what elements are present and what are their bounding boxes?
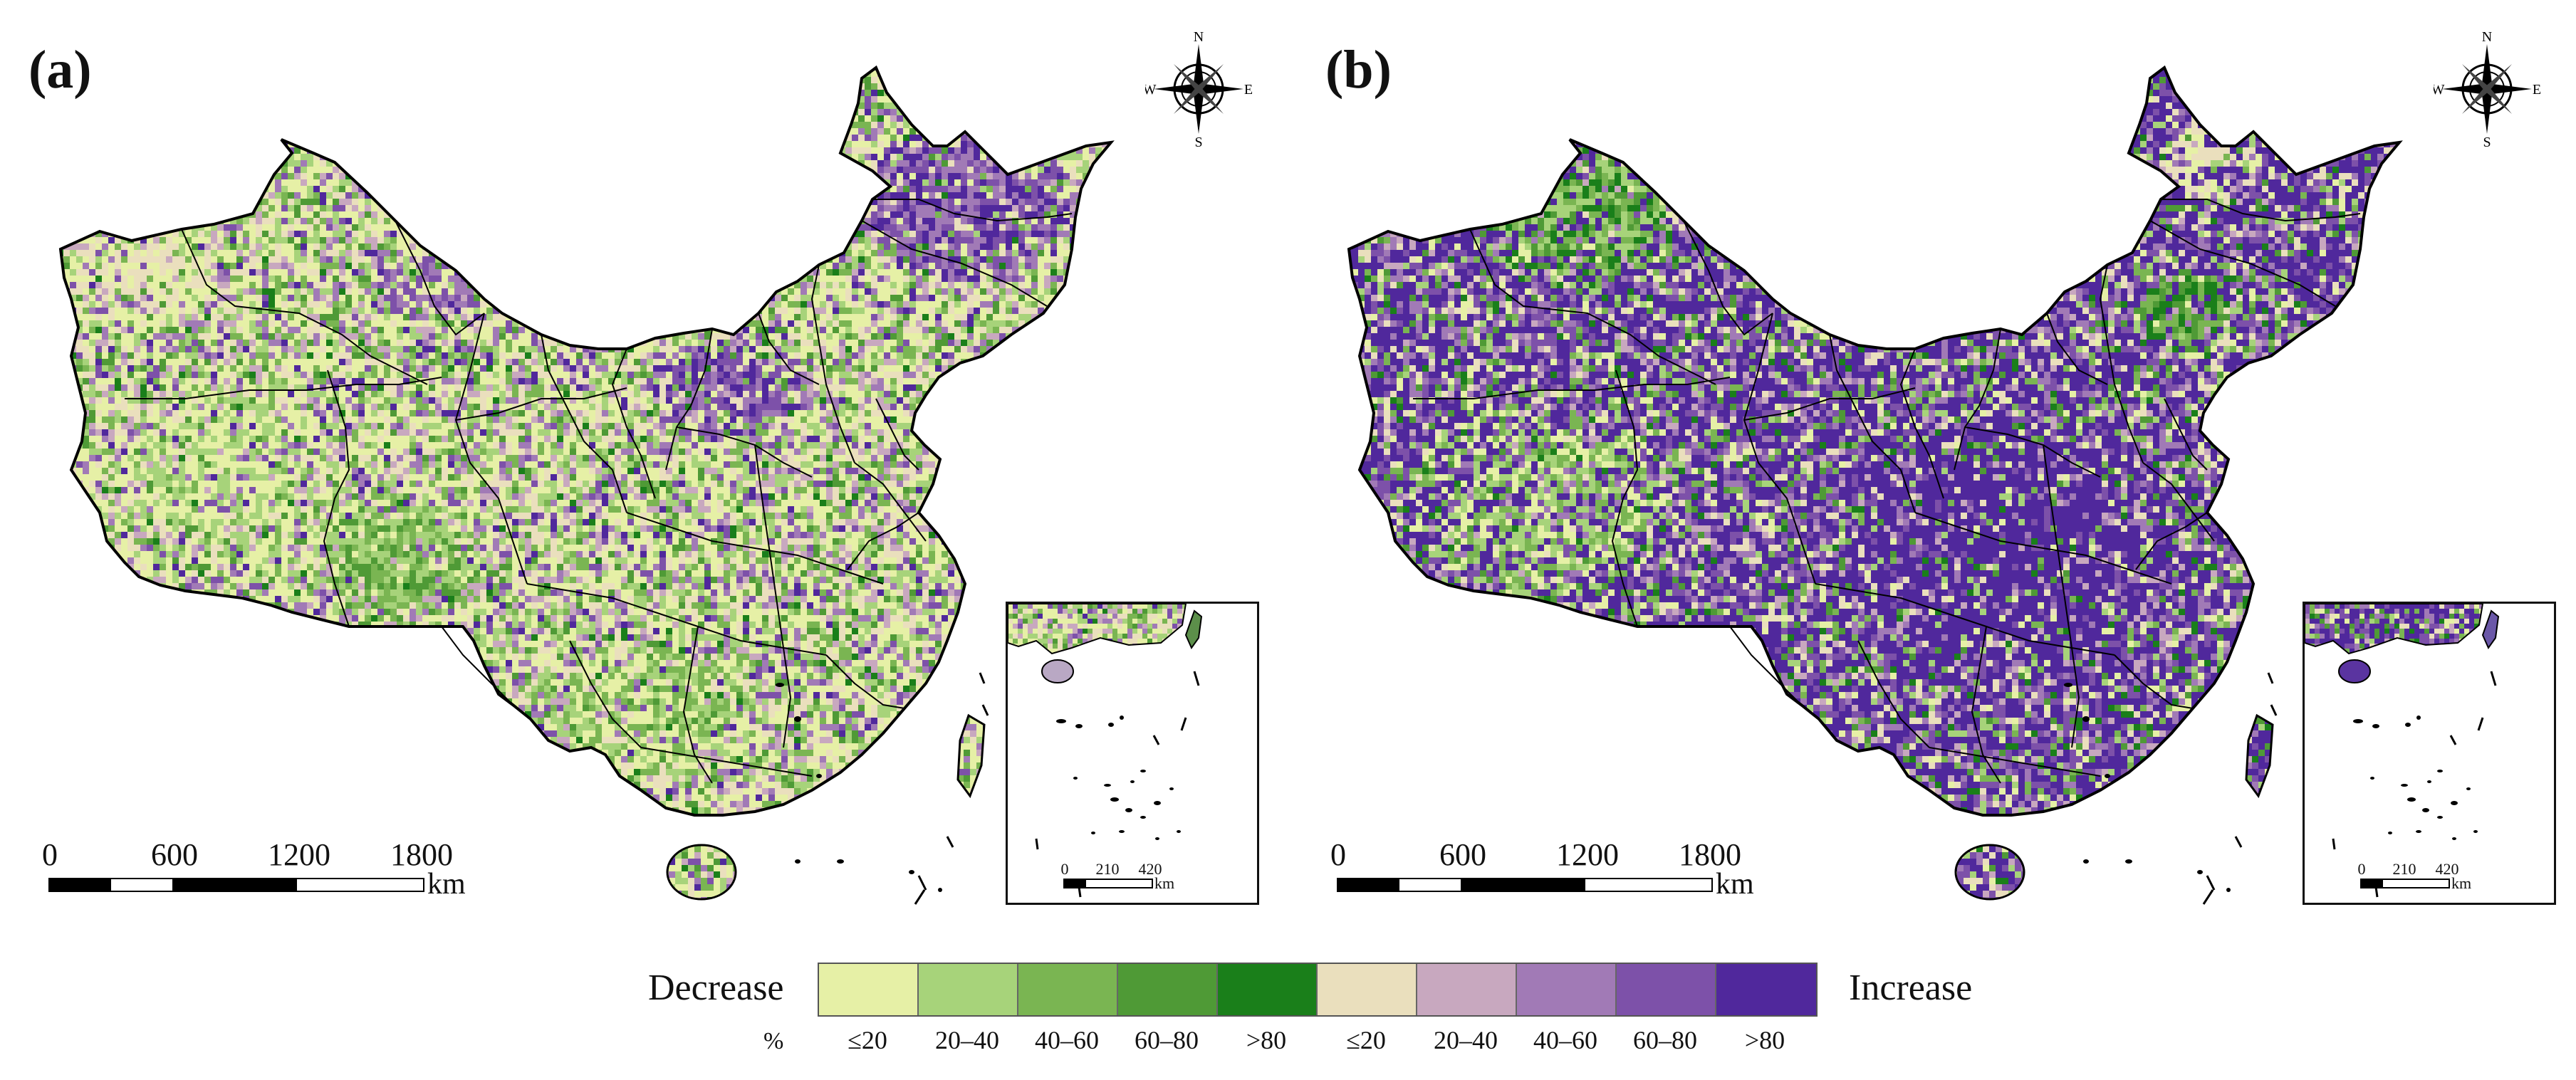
south-china-sea-inset: 0 210 420 km	[2303, 602, 2556, 905]
legend-swatch-decrease-3	[1118, 964, 1218, 1015]
legend-label: >80	[1246, 1025, 1286, 1055]
hainan-island	[1954, 844, 2025, 901]
legend-label: 20–40	[1434, 1025, 1498, 1055]
scale-tick: 1800	[390, 837, 453, 873]
south-sea-islands	[776, 672, 989, 905]
scale-tick: 1200	[268, 837, 330, 873]
compass-e: E	[2533, 82, 2540, 98]
inset-map	[2305, 604, 2500, 898]
inset-scale-unit: km	[2451, 874, 2471, 893]
taiwan-island	[2245, 713, 2274, 799]
inset-map	[1008, 604, 1203, 898]
hainan-island	[666, 844, 737, 901]
inset-scale-labels: 0 210 420	[2355, 860, 2461, 879]
scale-bar-labels: 0 600 1200 1800	[0, 837, 499, 879]
inset-scale-tick: 420	[2436, 860, 2459, 879]
scale-bar	[48, 878, 424, 892]
inset-scale-bar	[1063, 879, 1153, 888]
inset-scale-unit: km	[1154, 874, 1174, 893]
inset-scale-tick: 210	[2393, 860, 2416, 879]
south-sea-islands	[2064, 672, 2278, 905]
legend-color-bar	[818, 963, 1818, 1017]
legend-unit: %	[763, 1028, 783, 1055]
inset-scale-tick: 210	[1096, 860, 1120, 879]
legend-decrease-label: Decrease	[648, 967, 784, 1009]
compass-e: E	[1244, 82, 1252, 98]
compass-n: N	[2482, 29, 2492, 45]
legend-label: 20–40	[935, 1025, 999, 1055]
raster-layer	[61, 68, 1111, 815]
legend-increase-label: Increase	[1849, 967, 1972, 1009]
legend-swatch-decrease-1	[919, 964, 1018, 1015]
compass-s: S	[2483, 135, 2491, 150]
legend-swatch-increase-9	[1716, 964, 1816, 1015]
inset-scale-tick: 0	[1061, 860, 1069, 879]
south-china-sea-inset: 0 210 420 km	[1006, 602, 1259, 905]
map-panel-a: (a) N S E W 0 600 1200 1800	[0, 0, 1288, 918]
legend-label: 60–80	[1135, 1025, 1199, 1055]
legend-label: 40–60	[1035, 1025, 1099, 1055]
province-boundaries	[125, 199, 1073, 784]
compass-w: W	[2434, 82, 2445, 98]
legend-label: 40–60	[1533, 1025, 1597, 1055]
legend-label: >80	[1745, 1025, 1785, 1055]
taiwan-island	[956, 713, 986, 799]
raster-layer	[1349, 68, 2399, 815]
scale-tick: 600	[1439, 837, 1486, 873]
scale-tick: 0	[1330, 837, 1346, 873]
china-map	[58, 65, 1115, 905]
inset-scale-labels: 0 210 420	[1058, 860, 1164, 879]
scale-unit: km	[427, 867, 466, 901]
inset-scale-tick: 420	[1139, 860, 1162, 879]
map-panel-b: (b) N S E W 0 600 1200 1800	[1288, 0, 2576, 918]
legend-swatch-increase-6	[1417, 964, 1517, 1015]
legend-swatch-decrease-4	[1218, 964, 1318, 1015]
inset-scale-bar	[2360, 879, 2450, 888]
legend-swatch-decrease-2	[1018, 964, 1118, 1015]
scale-bar	[1337, 878, 1713, 892]
legend-swatch-increase-8	[1617, 964, 1716, 1015]
legend-swatch-increase-5	[1318, 964, 1417, 1015]
legend-label: ≤20	[1346, 1025, 1386, 1055]
compass-rose-icon: N S E W	[1145, 29, 1252, 150]
scale-unit: km	[1716, 867, 1754, 901]
scale-tick: 1800	[1679, 837, 1741, 873]
panel-label: (a)	[28, 39, 92, 101]
panel-label: (b)	[1325, 39, 1392, 101]
scale-tick: 1200	[1556, 837, 1619, 873]
legend-swatch-decrease-0	[819, 964, 919, 1015]
compass-w: W	[1145, 82, 1157, 98]
legend-swatch-increase-7	[1517, 964, 1617, 1015]
scale-tick: 600	[151, 837, 198, 873]
legend-label: ≤20	[848, 1025, 887, 1055]
compass-n: N	[1194, 29, 1204, 45]
province-boundaries	[1413, 199, 2361, 784]
legend-label: 60–80	[1633, 1025, 1697, 1055]
compass-rose-icon: N S E W	[2434, 29, 2540, 150]
scale-bar-labels: 0 600 1200 1800	[1288, 837, 1787, 879]
compass-s: S	[1194, 135, 1202, 150]
inset-scale-tick: 0	[2358, 860, 2366, 879]
scale-tick: 0	[42, 837, 58, 873]
